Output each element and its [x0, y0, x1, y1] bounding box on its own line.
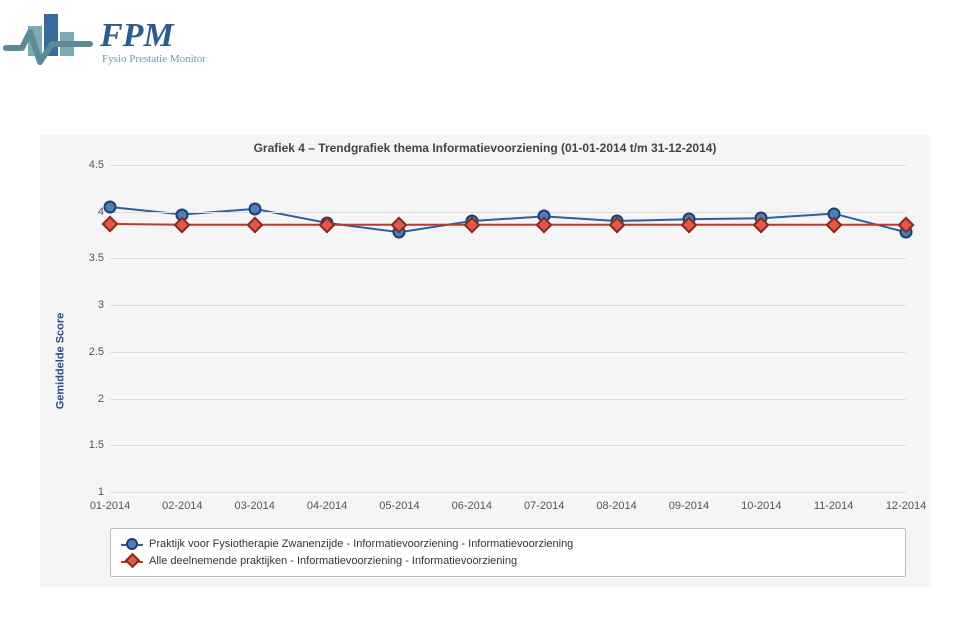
- gridline: [110, 492, 906, 493]
- x-tick-label: 12-2014: [886, 500, 926, 512]
- svg-text:FPM: FPM: [99, 17, 175, 54]
- legend-swatch: [121, 539, 143, 549]
- trend-chart: Grafiek 4 – Trendgrafiek thema Informati…: [40, 135, 930, 587]
- y-tick-label: 4.5: [68, 159, 104, 171]
- brand-logo: FPM Fysio Prestatie Monitor: [0, 4, 250, 89]
- data-point-marker: [248, 202, 261, 215]
- legend-label: Alle deelnemende praktijken - Informatie…: [149, 553, 517, 570]
- legend-swatch: [121, 556, 143, 566]
- data-point-marker: [104, 201, 117, 214]
- legend-label: Praktijk voor Fysiotherapie Zwanenzijde …: [149, 536, 573, 553]
- legend-item: Praktijk voor Fysiotherapie Zwanenzijde …: [121, 536, 895, 553]
- svg-text:Fysio Prestatie Monitor: Fysio Prestatie Monitor: [102, 53, 206, 65]
- x-tick-label: 04-2014: [307, 500, 347, 512]
- x-tick-label: 02-2014: [162, 500, 202, 512]
- gridline: [110, 305, 906, 306]
- x-tick-label: 05-2014: [379, 500, 419, 512]
- y-tick-label: 4: [68, 206, 104, 218]
- y-tick-label: 3.5: [68, 252, 104, 264]
- gridline: [110, 212, 906, 213]
- chart-plot-area: 11.522.533.544.501-201402-201403-201404-…: [110, 165, 906, 492]
- y-tick-label: 1.5: [68, 439, 104, 451]
- chart-title: Grafiek 4 – Trendgrafiek thema Informati…: [40, 141, 930, 155]
- x-tick-label: 07-2014: [524, 500, 564, 512]
- y-tick-label: 1: [68, 486, 104, 498]
- x-tick-label: 10-2014: [741, 500, 781, 512]
- gridline: [110, 258, 906, 259]
- y-tick-label: 2: [68, 393, 104, 405]
- chart-legend: Praktijk voor Fysiotherapie Zwanenzijde …: [110, 528, 906, 577]
- y-tick-label: 2.5: [68, 346, 104, 358]
- x-tick-label: 03-2014: [235, 500, 275, 512]
- series-line: [110, 224, 906, 225]
- circle-icon: [126, 538, 138, 550]
- x-tick-label: 06-2014: [452, 500, 492, 512]
- x-tick-label: 08-2014: [596, 500, 636, 512]
- y-tick-label: 3: [68, 299, 104, 311]
- chart-lines: [110, 165, 906, 492]
- gridline: [110, 399, 906, 400]
- x-tick-label: 09-2014: [669, 500, 709, 512]
- y-axis-label: Gemiddelde Score: [54, 313, 66, 410]
- gridline: [110, 352, 906, 353]
- legend-item: Alle deelnemende praktijken - Informatie…: [121, 553, 895, 570]
- page-header: FPM Fysio Prestatie Monitor: [0, 0, 960, 90]
- x-tick-label: 11-2014: [814, 500, 854, 512]
- gridline: [110, 165, 906, 166]
- diamond-icon: [124, 553, 140, 569]
- x-tick-label: 01-2014: [90, 500, 130, 512]
- gridline: [110, 445, 906, 446]
